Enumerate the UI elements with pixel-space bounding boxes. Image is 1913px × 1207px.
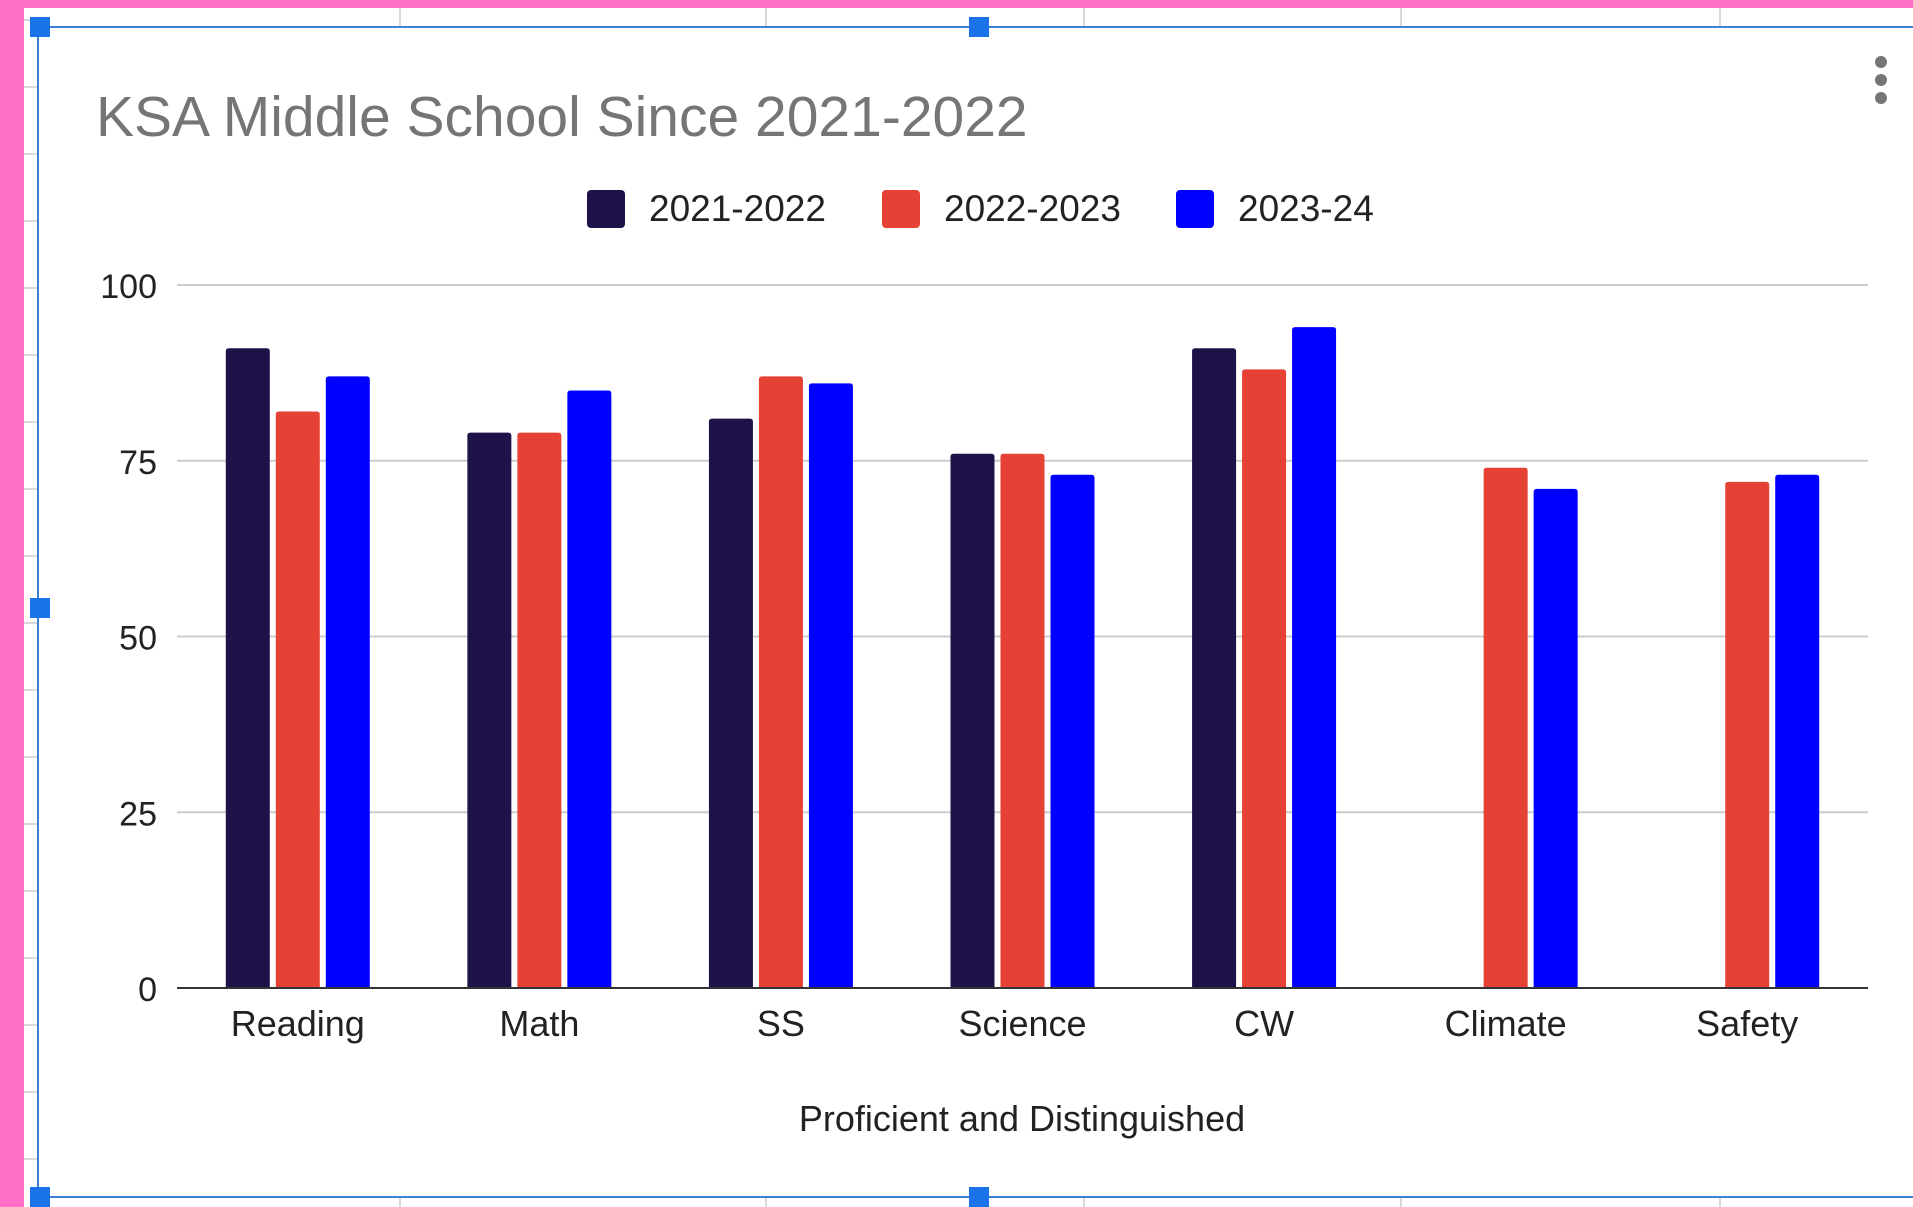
resize-handle[interactable] [30, 598, 50, 618]
legend-swatch [587, 190, 625, 228]
bar [1242, 369, 1287, 988]
bar [1725, 481, 1770, 988]
legend-label: 2023-24 [1238, 188, 1374, 229]
bar [1050, 474, 1095, 988]
bar [567, 390, 612, 988]
bar [325, 376, 370, 988]
bar [1483, 467, 1528, 988]
y-axis-ticks: 0 25 50 75 100 [100, 268, 157, 1009]
bar [225, 348, 270, 988]
legend-label: 2022-2023 [944, 188, 1121, 229]
pink-frame-left [0, 0, 24, 1207]
pink-frame-top [0, 0, 1913, 8]
x-tick-label: Science [958, 1003, 1086, 1044]
legend-swatch [1176, 190, 1214, 228]
y-tick-label: 75 [119, 444, 157, 482]
bar [1533, 488, 1578, 988]
resize-handle[interactable] [30, 1187, 50, 1207]
x-axis-title: Proficient and Distinguished [799, 1098, 1245, 1139]
bar [1292, 327, 1337, 988]
x-tick-label: Climate [1445, 1003, 1567, 1044]
resize-handle[interactable] [969, 17, 989, 37]
bar [275, 411, 320, 988]
y-tick-label: 25 [119, 795, 157, 833]
bar [1775, 474, 1820, 988]
y-tick-label: 100 [100, 268, 157, 306]
bar [808, 383, 853, 988]
x-axis-ticks: Reading Math SS Science CW Climate Safety [231, 1003, 1799, 1044]
bar [467, 432, 512, 988]
bar [758, 376, 803, 988]
resize-handles[interactable] [30, 17, 989, 1207]
bar [950, 453, 995, 989]
bar [1192, 348, 1237, 988]
legend-label: 2021-2022 [649, 188, 826, 229]
y-tick-label: 0 [138, 971, 157, 1009]
x-tick-label: Reading [231, 1003, 365, 1044]
resize-handle[interactable] [30, 17, 50, 37]
x-tick-label: CW [1234, 1003, 1294, 1044]
bar [1000, 453, 1045, 989]
x-tick-label: Safety [1696, 1003, 1798, 1044]
x-tick-label: Math [499, 1003, 579, 1044]
legend-swatch [882, 190, 920, 228]
bar [708, 418, 753, 988]
chart-legend: 2021-2022 2022-2023 2023-24 [587, 188, 1374, 229]
chart-container[interactable]: KSA Middle School Since 2021-2022 2021-2… [30, 17, 1913, 1207]
bar-series [225, 327, 1820, 989]
y-tick-label: 50 [119, 620, 157, 658]
more-vert-icon[interactable] [1875, 56, 1887, 104]
resize-handle[interactable] [969, 1187, 989, 1207]
bar [517, 432, 562, 988]
x-tick-label: SS [757, 1003, 805, 1044]
chart-title: KSA Middle School Since 2021-2022 [96, 85, 1028, 149]
